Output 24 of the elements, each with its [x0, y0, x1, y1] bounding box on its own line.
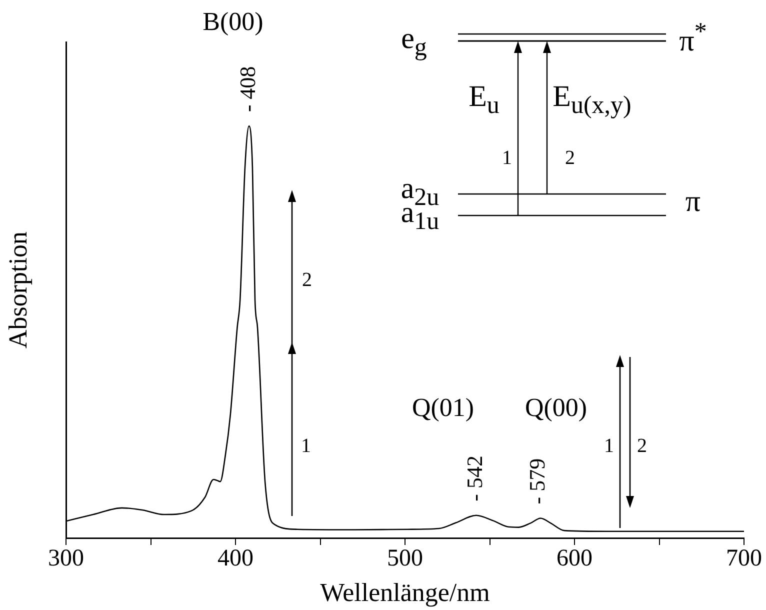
x-tick-label: 500 [387, 546, 423, 572]
x-tick-label: 400 [218, 546, 254, 572]
y-axis-title: Absorption [3, 232, 32, 348]
annotation: Q(01) [412, 393, 474, 422]
x-tick-label: 600 [556, 546, 592, 572]
annotation: - 579 [524, 458, 550, 504]
x-tick-label: 700 [726, 546, 762, 572]
annotation: 1 [604, 435, 614, 457]
annotation: Q(00) [524, 393, 588, 422]
annotation: 2 [565, 147, 575, 169]
annotation: - 542 [462, 456, 487, 502]
annotation: 1 [301, 435, 311, 457]
text: π$^{*}$ [679, 18, 707, 58]
text: E$_{u(x,y)}$ [552, 80, 632, 119]
annotation: 1 [502, 147, 512, 169]
x-tick-label: 300 [48, 546, 84, 572]
x-axis-title: Wellenlänge/nm [320, 578, 490, 608]
annotation: 2 [302, 269, 312, 291]
annotation: 2 [637, 435, 647, 457]
text: E$_{u}$ [468, 80, 500, 119]
annotation: - 408 [234, 66, 260, 112]
annotation: π [685, 185, 701, 218]
text: e$_{g}$ [401, 22, 427, 61]
text: B(00) [202, 7, 264, 36]
